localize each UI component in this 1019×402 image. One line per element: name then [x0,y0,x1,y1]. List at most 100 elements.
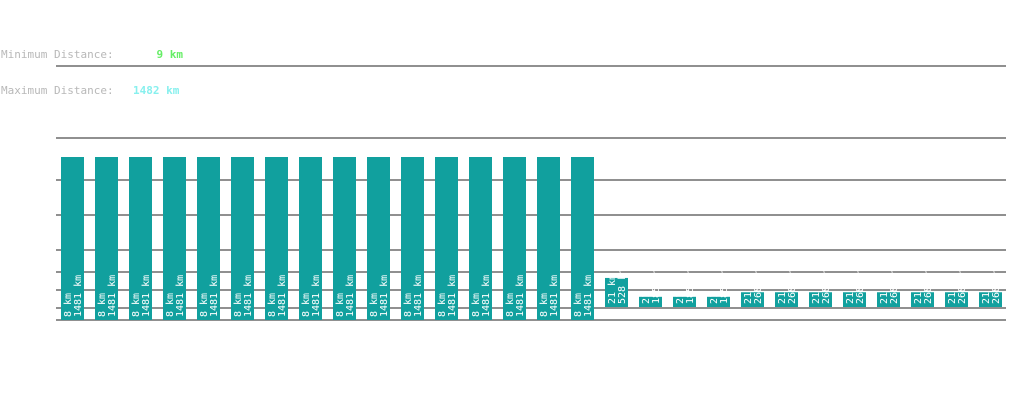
bar-group: 21 km 185 km [639,268,662,307]
bar-group: 21 km 268 km [775,268,798,307]
bar-max-label: 1481 km [107,275,118,317]
bar [503,157,526,320]
bar-min-label: 21 km [811,274,822,304]
bar-max-label: 185 km [685,268,696,304]
bar-max-label: 1481 km [345,275,356,317]
bar-group: 8 km 1481 km [469,157,492,320]
bar-min-label: 8 km [471,293,482,317]
max-distance-row: Maximum Distance: 1482 km [1,85,183,97]
bar-min-label: 8 km [131,293,142,317]
bar [469,157,492,320]
bar-min-label: 8 km [505,293,516,317]
bar [367,157,390,320]
bar-group: 8 km 1481 km [231,157,254,320]
bar-max-label: 268 km [889,268,900,304]
bar-max-label: 268 km [855,268,866,304]
bar-group: 8 km 1481 km [197,157,220,320]
bar-min-label: 8 km [301,293,312,317]
bar [945,292,968,307]
bar-min-label: 21 km [743,274,754,304]
bar [265,157,288,320]
bar-min-label: 8 km [437,293,448,317]
bar-max-label: 1481 km [481,275,492,317]
bar [911,292,934,307]
bar-max-label: 268 km [787,268,798,304]
bar-group: 21 km 268 km [911,268,934,307]
bar-min-label: 21 km [879,274,890,304]
min-distance-value: 9 km [156,48,184,61]
bar-min-label: 21 km [913,274,924,304]
bar-max-label: 528 km [617,268,628,304]
max-distance-label: Maximum Distance: [1,84,114,97]
bar-group: 21 km 185 km [707,268,730,307]
bar [741,292,764,307]
bar [231,157,254,320]
bar-group: 8 km 1481 km [163,157,186,320]
bar [775,292,798,307]
bar-max-label: 1481 km [141,275,152,317]
bars: 8 km 1481 km 8 km 1481 km 8 km 1481 km 8 km 148… [61,157,1002,320]
bar-group: 21 km 268 km [979,268,1002,307]
bar-max-label: 1481 km [175,275,186,317]
bar-group: 8 km 1481 km [537,157,560,320]
bar-max-label: 1481 km [311,275,322,317]
bar-group: 8 km 1481 km [367,157,390,320]
bar-max-label: 1481 km [73,275,84,317]
bar-group: 21 km 268 km [945,268,968,307]
bar-group: 8 km 1481 km [265,157,288,320]
bar [163,157,186,320]
bar [571,157,594,320]
bar-max-label: 1481 km [549,275,560,317]
bar [401,157,424,320]
bar-group: 21 km 268 km [877,268,900,307]
bar [299,157,322,320]
bar [979,292,1002,307]
bar [95,157,118,320]
bar-min-label: 21 km [641,274,652,304]
bar-min-label: 21 km [947,274,958,304]
bar [61,157,84,320]
bar-min-label: 8 km [97,293,108,317]
bar-min-label: 21 km [675,274,686,304]
bar-max-label: 1481 km [277,275,288,317]
bar [639,296,662,307]
bar-max-label: 1481 km [447,275,458,317]
bar-max-label: 185 km [651,268,662,304]
bar-group: 8 km 1481 km [299,157,322,320]
bar [333,157,356,320]
bar-max-label: 1481 km [243,275,254,317]
bar [809,292,832,307]
bar-max-label: 268 km [957,268,968,304]
bar-min-label: 8 km [165,293,176,317]
bar-max-label: 268 km [923,268,934,304]
bar-group: 8 km 1481 km [333,157,356,320]
bar-min-label: 8 km [335,293,346,317]
max-distance-value: 1482 km [133,84,180,97]
bar [707,296,730,307]
bar-max-label: 185 km [719,268,730,304]
bar-group: 8 km 1481 km [503,157,526,320]
bar-min-label: 21 km [981,274,992,304]
bar-max-label: 268 km [991,268,1002,304]
bar-group: 8 km 1481 km [129,157,152,320]
bar-min-label: 8 km [233,293,244,317]
bar [877,292,900,307]
bar-min-label: 8 km [573,293,584,317]
bar-max-label: 268 km [821,268,832,304]
bar-max-label: 268 km [753,268,764,304]
bar-group: 21 km 528 km [605,268,628,307]
bar-min-label: 21 km [845,274,856,304]
bar [129,157,152,320]
bar-min-label: 8 km [539,293,550,317]
bar-max-label: 1481 km [379,275,390,317]
distance-stats: Minimum Distance: 9 km Maximum Distance: 1… [1,25,183,109]
min-distance-label: Minimum Distance: [1,48,114,61]
bar-min-label: 8 km [199,293,210,317]
bar-max-label: 1481 km [583,275,594,317]
bar [673,296,696,307]
bar-max-label: 1481 km [413,275,424,317]
bar-group: 8 km 1481 km [435,157,458,320]
bar-min-label: 8 km [267,293,278,317]
bar-group: 8 km 1481 km [401,157,424,320]
